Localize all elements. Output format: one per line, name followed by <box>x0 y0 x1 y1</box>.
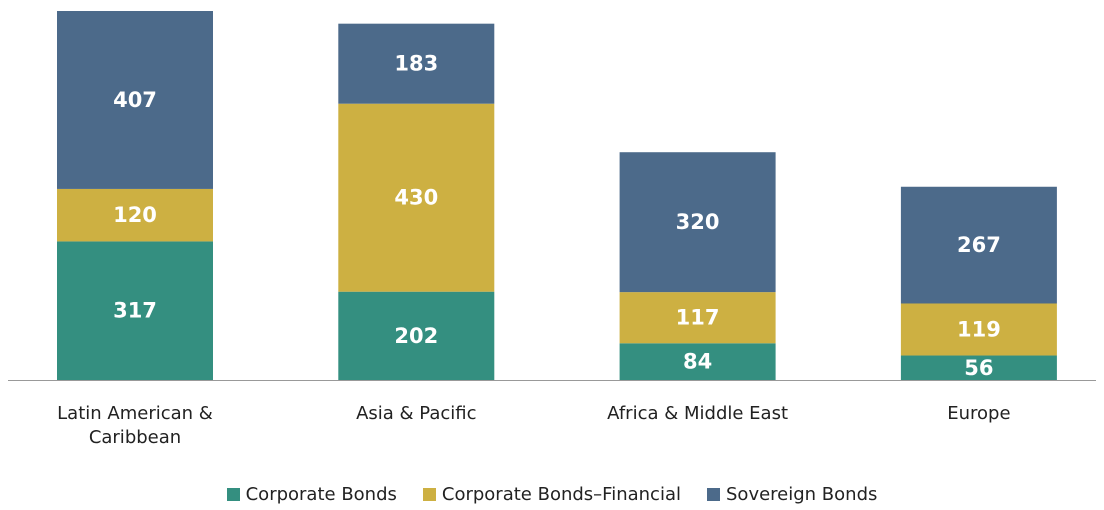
bar-segment <box>57 241 213 380</box>
legend-item: Sovereign Bonds <box>707 484 877 505</box>
value-label: 183 <box>394 52 438 76</box>
value-label: 119 <box>957 318 1001 342</box>
bar-segment <box>338 103 495 292</box>
legend-label: Corporate Bonds <box>245 484 397 505</box>
bar-segment <box>900 355 1057 380</box>
value-label: 317 <box>113 299 157 323</box>
legend-label: Corporate Bonds–Financial <box>441 484 681 505</box>
value-label: 320 <box>676 210 720 234</box>
value-label: 56 <box>964 356 993 380</box>
value-label: 267 <box>957 233 1001 257</box>
bar-segment <box>338 291 495 380</box>
x-tick-label: Africa & Middle East <box>607 403 789 424</box>
value-label: 120 <box>113 203 157 227</box>
bar-segment <box>900 186 1057 304</box>
value-label: 407 <box>113 88 157 112</box>
legend-swatch <box>707 488 720 501</box>
value-label: 430 <box>394 186 438 210</box>
x-tick-label: Europe <box>947 403 1011 424</box>
bar-segment <box>338 23 495 104</box>
legend: Corporate Bonds Corporate Bonds–Financial… <box>0 484 1104 505</box>
bar-segment <box>900 303 1057 356</box>
x-tick-label: Latin American & Caribbean <box>57 403 213 448</box>
legend-swatch <box>422 488 436 501</box>
legend-swatch <box>226 488 240 501</box>
legend-item: Corporate Bonds–Financial <box>422 484 681 505</box>
bar-segment <box>57 11 213 189</box>
value-label: 202 <box>394 324 438 348</box>
legend-item: Corporate Bonds <box>226 484 397 505</box>
x-tick-label: Asia & Pacific <box>356 403 477 424</box>
bar-segment <box>619 292 776 344</box>
bar-segment <box>57 188 213 242</box>
value-label: 84 <box>683 350 712 374</box>
bar-segment <box>619 152 776 293</box>
value-label: 117 <box>676 306 720 330</box>
bar-segment <box>619 343 776 380</box>
legend-label: Sovereign Bonds <box>726 484 878 505</box>
